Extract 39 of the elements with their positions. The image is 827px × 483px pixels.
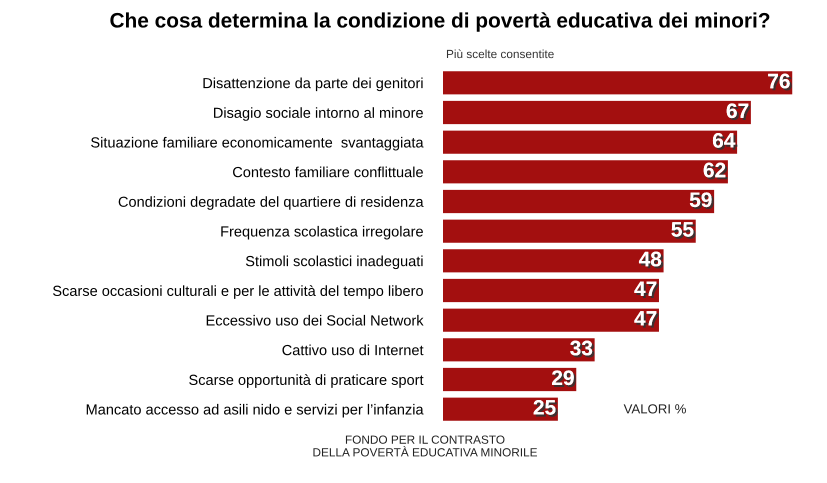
bar: [443, 71, 792, 94]
y-tick-label: Disattenzione da parte dei genitori: [203, 78, 423, 92]
text: FONDO PER IL CONTRASTO DELLA POVERTÀ EDUCATIVA MINORILE: [313, 435, 538, 457]
data-label: 76: [768, 74, 792, 91]
y-tick-label: Disagio sociale intorno al minore: [214, 107, 423, 121]
y-tick-label: Mancato accesso ad asili nido e servizi per l’infanzia: [86, 404, 424, 418]
y-tick-label: Cattivo uso di Internet: [282, 344, 424, 356]
data-label: 25: [534, 400, 558, 417]
chart-title: Che cosa determina la condizione di povertà educativa dei minori?: [110, 12, 770, 32]
annotation: VALORI %: [624, 404, 686, 414]
bar: [443, 308, 659, 332]
bar: [443, 190, 714, 214]
data-label: 47: [634, 311, 658, 328]
data-label: 47: [634, 282, 658, 298]
data-label: 67: [726, 103, 750, 120]
data-label: 55: [671, 222, 696, 239]
data-label: 33: [570, 340, 594, 358]
bar: [443, 368, 576, 392]
y-tick-label: Scarse occasioni culturali e per le attività del tempo libero: [52, 285, 423, 299]
bar: [443, 130, 738, 154]
data-label: 48: [638, 252, 664, 269]
data-label: 64: [712, 133, 738, 150]
bar: [443, 278, 659, 302]
bar: [443, 100, 751, 124]
y-tick-label: Stimoli scolastici inadeguati: [246, 256, 423, 270]
chart-subtitle: Più scelte consentite: [446, 49, 554, 58]
bar: [443, 160, 728, 184]
bar: [443, 338, 595, 362]
bar: [443, 220, 696, 243]
y-tick-label: Frequenza scolastica irregolare: [221, 226, 423, 240]
data-label: 29: [552, 370, 576, 388]
y-tick-label: Scarse opportunità di praticare sport: [189, 374, 424, 388]
bar: [443, 249, 664, 272]
y-tick-label: Condizioni degradate del quartiere di residenza: [118, 196, 424, 210]
y-tick-label: Eccessivo uso dei Social Network: [206, 314, 424, 326]
data-label: 62: [704, 162, 728, 180]
y-tick-label: Situazione familiare economicamente svantaggiata: [91, 136, 424, 150]
data-label: 59: [690, 192, 714, 210]
y-tick-label: Contesto familiare conflittuale: [233, 166, 423, 178]
